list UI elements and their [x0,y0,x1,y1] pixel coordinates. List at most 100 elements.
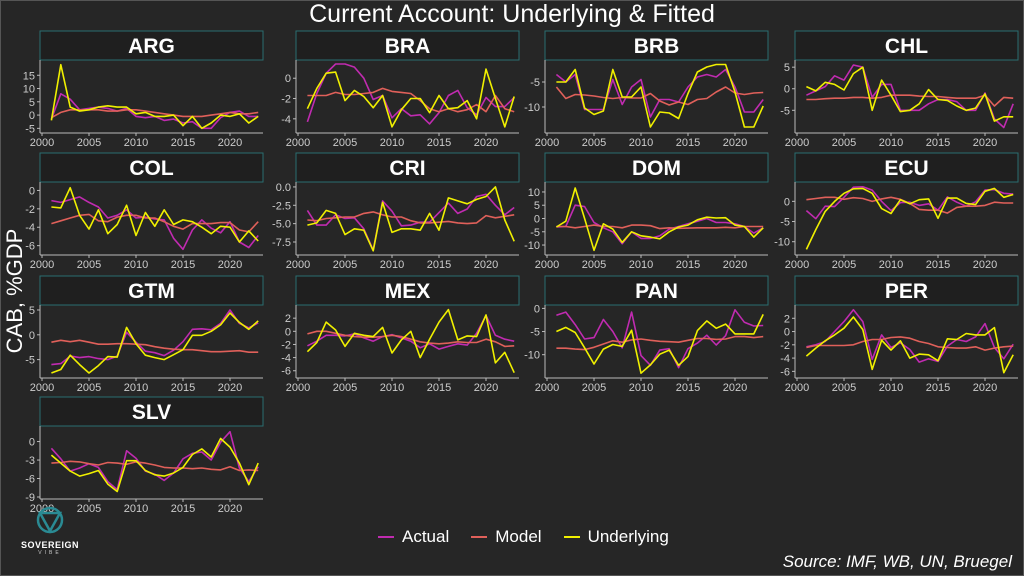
x-tick-label: 2010 [629,259,653,271]
legend-item-actual: Actual [378,527,449,547]
y-tick-label: -5 [530,327,540,339]
series-line-model-mex [307,330,515,348]
x-tick-label: 2000 [785,259,809,271]
x-tick-label: 2015 [676,137,700,149]
panel-title-chl: CHL [885,35,928,58]
x-tick-label: 2015 [926,259,950,271]
y-tick-label: 0 [285,73,291,85]
x-tick-label: 2015 [427,259,451,271]
x-tick-label: 2015 [427,137,451,149]
panel-title-ecu: ECU [884,157,928,180]
y-tick-label: 0 [534,214,540,226]
series-line-model-slv [51,460,259,472]
panel-title-arg: ARG [128,35,175,58]
x-tick-label: 2020 [723,259,747,271]
x-tick-label: 2015 [171,382,195,394]
series-line-underlying-dom [555,187,764,252]
series-line-actual-ecu [805,186,1014,220]
y-tick-label: -4 [281,353,291,365]
series-line-actual-gtm [51,309,259,366]
x-tick-label: 2000 [535,382,559,394]
legend: Actual Model Underlying [378,527,669,547]
y-tick-label: -2 [780,340,790,352]
x-tick-label: 2010 [380,382,404,394]
y-tick-label: 0 [784,84,790,96]
panel-strip-brb [544,30,769,61]
series-line-underlying-brb [556,63,764,128]
y-tick-label: -4 [780,353,790,365]
y-tick-label: -6 [25,241,35,253]
series-line-model-gtm [51,339,259,354]
x-tick-label: 2015 [171,503,195,515]
sovereign-vibe-logo: SOVEREIGN VIBE [18,505,82,556]
series-line-actual-pan [556,308,764,369]
panel-title-slv: SLV [132,401,171,424]
y-tick-label: -7.5 [272,237,291,249]
panel-strip-mex [295,275,520,306]
series-line-model-dom [556,224,764,230]
series-line-underlying-slv [50,437,259,493]
x-tick-label: 2020 [218,259,242,271]
y-tick-label: -5 [25,123,35,135]
x-tick-label: 2000 [30,382,54,394]
x-tick-label: 2015 [926,137,950,149]
y-tick-label: 0 [29,110,35,122]
y-tick-label: -6 [25,474,35,486]
x-tick-label: 2020 [973,137,997,149]
y-tick-label: 10 [23,84,35,96]
y-tick-label: -9 [25,492,35,504]
series-line-actual-dom [556,204,764,245]
panel-title-cri: CRI [389,157,425,180]
y-tick-label: -5 [780,217,790,229]
y-tick-label: 5 [29,97,35,109]
x-tick-label: 2010 [124,259,148,271]
y-tick-label: -6 [780,366,790,378]
panel-strip-per [794,275,1019,306]
x-tick-label: 2020 [474,259,498,271]
panel-title-brb: BRB [634,35,680,58]
logo-name: SOVEREIGN [20,540,79,550]
y-tick-label: -2 [281,339,291,351]
x-tick-label: 2015 [171,137,195,149]
x-tick-label: 2010 [380,137,404,149]
x-tick-label: 2005 [582,259,606,271]
panel-strip-col [39,152,264,183]
series-line-model-per [806,336,1014,351]
logo-emblem-icon [36,506,64,534]
y-tick-label: 0 [29,330,35,342]
x-tick-label: 2020 [218,503,242,515]
y-tick-label: 2 [285,313,291,325]
x-tick-label: 2000 [30,137,54,149]
series-line-underlying-per [805,316,1014,374]
y-tick-label: 15 [23,70,35,82]
panel-title-pan: PAN [635,280,678,303]
x-tick-label: 2005 [77,382,101,394]
panel-strip-arg [39,30,264,61]
x-tick-label: 2005 [77,259,101,271]
x-tick-label: 2005 [77,137,101,149]
series-line-actual-col [51,196,259,251]
y-tick-label: -10 [524,102,540,114]
series-line-underlying-cri [307,186,515,252]
y-tick-label: -5 [530,227,540,239]
y-tick-label: -3 [25,455,35,467]
x-tick-label: 2020 [218,382,242,394]
x-tick-label: 2015 [171,259,195,271]
y-tick-label: 5 [29,305,35,317]
series-line-actual-per [806,308,1014,363]
panel-strip-ecu [794,152,1019,183]
x-tick-label: 2010 [629,382,653,394]
x-tick-label: 2005 [832,382,856,394]
series-line-model-brb [555,86,764,106]
series-line-model-cri [307,211,515,225]
y-tick-label: -2 [281,94,291,106]
x-tick-label: 2015 [676,259,700,271]
x-tick-label: 2005 [832,259,856,271]
y-tick-label: -10 [774,237,790,249]
legend-item-model: Model [471,527,542,547]
series-line-underlying-pan [556,314,764,375]
x-tick-label: 2005 [582,137,606,149]
x-tick-label: 2005 [77,503,101,515]
y-tick-label: -5 [25,355,35,367]
